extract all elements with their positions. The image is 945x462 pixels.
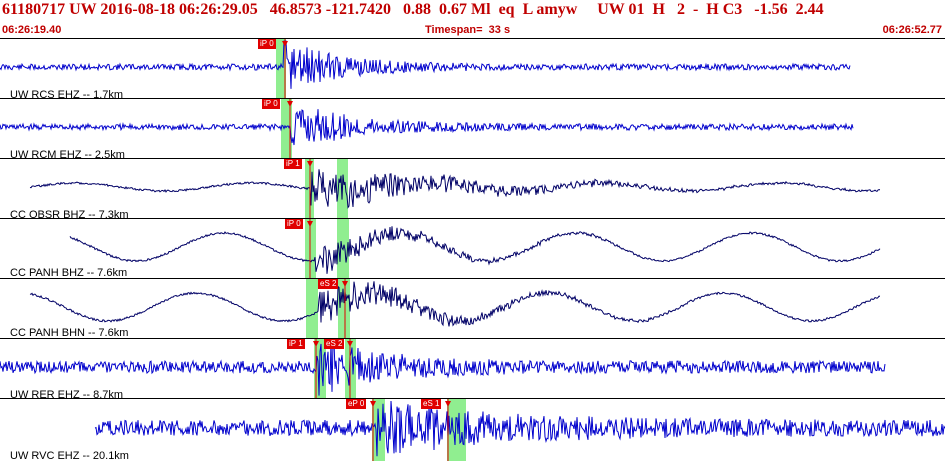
pick-tag[interactable]: eS 2: [324, 339, 345, 349]
pick-marker: [313, 341, 319, 347]
pick-marker: [370, 401, 376, 407]
pick-tag[interactable]: iP 0: [262, 99, 280, 109]
waveform-plot: [29, 279, 881, 339]
seismogram-panels: iP 0 UW RCS EHZ -- 1.7km iP 0 UW RCM EHZ --…: [0, 38, 945, 462]
waveform-plot: [0, 99, 854, 159]
timespan: Timespan= 33 s: [425, 24, 511, 36]
pick-marker: [445, 401, 451, 407]
trace-panel[interactable]: iP 1 eS 2 UW RER EHZ -- 8.7km: [0, 338, 945, 401]
pick-tag[interactable]: iP 0: [258, 39, 276, 49]
event-summary-title: 61180717 UW 2016-08-18 06:26:29.05 46.85…: [2, 1, 824, 18]
seismic-trace: [29, 281, 881, 327]
pick-marker: [307, 221, 313, 227]
seismic-trace: [94, 400, 945, 457]
trace-panel[interactable]: eP 0 eS 1 UW RVC EHZ -- 20.1km: [0, 398, 945, 462]
trace-panel[interactable]: iP 0 UW RCS EHZ -- 1.7km: [0, 38, 945, 101]
channel-label: CC PANH BHN -- 7.6km: [10, 327, 129, 339]
seismic-trace: [0, 341, 886, 396]
pick-window: [306, 279, 318, 339]
pick-marker: [282, 41, 288, 47]
waveform-plot: [29, 159, 881, 219]
pick-tag[interactable]: eP 0: [346, 399, 367, 409]
pick-marker: [342, 281, 348, 287]
trace-panel[interactable]: eS 2 CC PANH BHN -- 7.6km: [0, 278, 945, 339]
pick-tag[interactable]: eS 1: [421, 399, 442, 409]
end-time: 06:26:52.77: [882, 24, 942, 36]
seismic-trace: [0, 109, 854, 146]
seismic-trace: [0, 40, 851, 89]
channel-label: CC PANH BHZ -- 7.6km: [10, 267, 128, 279]
pick-tag[interactable]: iP 0: [285, 219, 303, 229]
waveform-plot: [94, 399, 945, 461]
pick-marker: [287, 101, 293, 107]
waveform-plot: [69, 219, 881, 279]
waveform-plot: [0, 339, 886, 399]
pick-marker: [347, 341, 353, 347]
pick-window: [372, 399, 385, 461]
pick-marker: [307, 161, 313, 167]
start-time: 06:26:19.40: [2, 24, 62, 36]
pick-tag[interactable]: eS 2: [318, 279, 339, 289]
seismic-trace: [29, 169, 881, 209]
pick-window: [447, 399, 466, 461]
pick-tag[interactable]: iP 1: [284, 159, 302, 169]
event-header: 61180717 UW 2016-08-18 06:26:29.05 46.85…: [0, 0, 945, 38]
seismic-trace: [69, 226, 881, 274]
pick-window: [276, 39, 286, 99]
trace-panel[interactable]: iP 0 UW RCM EHZ -- 2.5km: [0, 98, 945, 161]
channel-label: UW RVC EHZ -- 20.1km: [10, 450, 129, 462]
trace-panel[interactable]: iP 1 CC OBSR BHZ -- 7.3km: [0, 158, 945, 221]
waveform-plot: [0, 39, 851, 99]
pick-window: [281, 99, 292, 159]
trace-panel[interactable]: iP 0 CC PANH BHZ -- 7.6km: [0, 218, 945, 279]
pick-window: [338, 279, 350, 339]
pick-tag[interactable]: iP 1: [287, 339, 305, 349]
